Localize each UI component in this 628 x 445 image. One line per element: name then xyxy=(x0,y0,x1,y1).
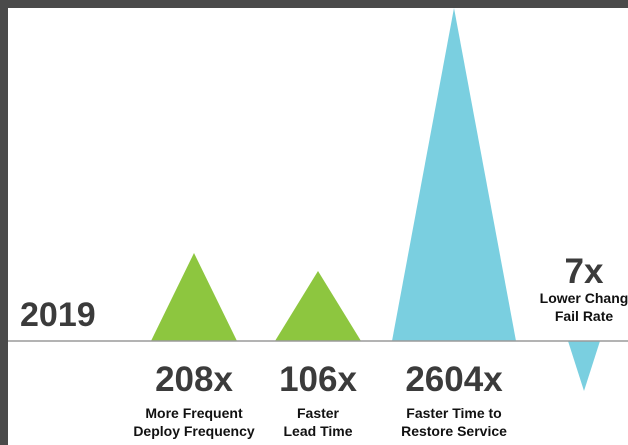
triangle-bar-4 xyxy=(568,341,600,391)
triangle-bar-3 xyxy=(392,8,516,341)
chart-area: 2019 208x More Frequent Deploy Frequency 10… xyxy=(8,8,628,445)
value-label-2: 106x xyxy=(279,360,357,399)
value-label-3: 2604x xyxy=(405,360,503,399)
value-label-4: 7x xyxy=(564,252,604,291)
category-label-2: Faster Lead Time xyxy=(283,405,353,439)
triangle-bar-2 xyxy=(275,271,361,341)
chart-svg xyxy=(8,8,628,391)
category-label-4: Lower Chang Fail Rate xyxy=(539,290,628,324)
triangle-bar-1 xyxy=(151,253,237,341)
category-label-3: Faster Time to Restore Service xyxy=(401,405,507,439)
category-label-1: More Frequent Deploy Frequency xyxy=(133,405,255,439)
value-label-1: 208x xyxy=(155,360,233,399)
baseline-year-label: 2019 xyxy=(20,296,96,334)
